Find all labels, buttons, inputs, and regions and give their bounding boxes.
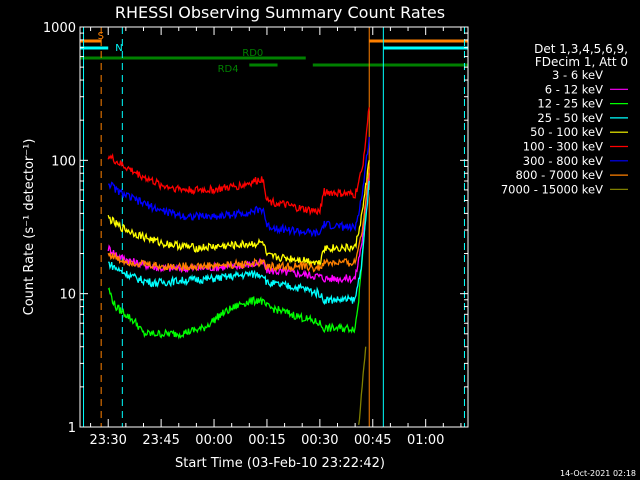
legend-entry-label: 300 - 800 keV (523, 154, 603, 168)
legend-entry-label: 7000 - 15000 keV (501, 182, 603, 196)
series-line-9 (358, 346, 367, 425)
legend-entry-label: 25 - 50 keV (537, 111, 603, 125)
legend-entry-label: 12 - 25 keV (537, 97, 603, 111)
y-axis-label: Count Rate (s⁻¹ detector⁻¹) (22, 139, 37, 316)
series-group (107, 107, 370, 425)
plot-frame (79, 26, 469, 428)
status-bar-label: N (115, 43, 122, 54)
legend-entry-label: 800 - 7000 keV (515, 168, 603, 182)
series-line-4 (108, 180, 370, 306)
status-bar-label: RD4 (218, 64, 239, 75)
y-tick-label: 10 (59, 288, 76, 303)
status-bar-label: RD0 (242, 48, 263, 59)
x-tick-label: 01:00 (407, 433, 444, 448)
status-bar-label: S (98, 31, 104, 42)
legend-entry-label: 6 - 12 keV (545, 82, 603, 96)
legend-entry-label: 3 - 6 keV (552, 68, 603, 82)
series-line-8 (107, 166, 370, 273)
series-line-5 (107, 160, 370, 268)
x-tick-label: 00:00 (195, 433, 232, 448)
x-tick-label: 00:30 (301, 433, 338, 448)
vertical-markers-group (83, 27, 465, 427)
legend-entry-label: 100 - 300 keV (523, 140, 603, 154)
legend: Det 1,3,4,5,6,9,FDecim 1, Att 03 - 6 keV… (501, 42, 628, 196)
series-line-1 (107, 189, 370, 300)
x-axis-label: Start Time (03-Feb-10 23:22:42) (175, 456, 385, 471)
footer-date: 14-Oct-2021 02:18 (560, 469, 636, 478)
x-tick-label: 00:15 (248, 433, 285, 448)
x-tick-label: 23:30 (89, 433, 126, 448)
y-tick-label: 1 (68, 421, 76, 436)
legend-header-line: Det 1,3,4,5,6,9, (534, 42, 628, 56)
series-line-7 (108, 136, 370, 238)
series-line-6 (107, 107, 370, 217)
x-tick-label: 00:45 (354, 433, 391, 448)
x-ticks-group: 23:30 23:45 00:00 00:15 00:30 00:45 01:00 (89, 27, 462, 448)
legend-header-line: FDecim 1, Att 0 (535, 55, 628, 69)
y-tick-label: 100 (51, 154, 76, 169)
chart-title: RHESSI Observing Summary Count Rates (115, 3, 445, 22)
legend-entry-label: 50 - 100 keV (530, 125, 603, 139)
y-ticks-group: 1000 100 10 1 (43, 21, 468, 436)
x-tick-label: 23:45 (142, 433, 179, 448)
series-line-3 (107, 213, 367, 340)
y-tick-label: 1000 (43, 21, 76, 36)
